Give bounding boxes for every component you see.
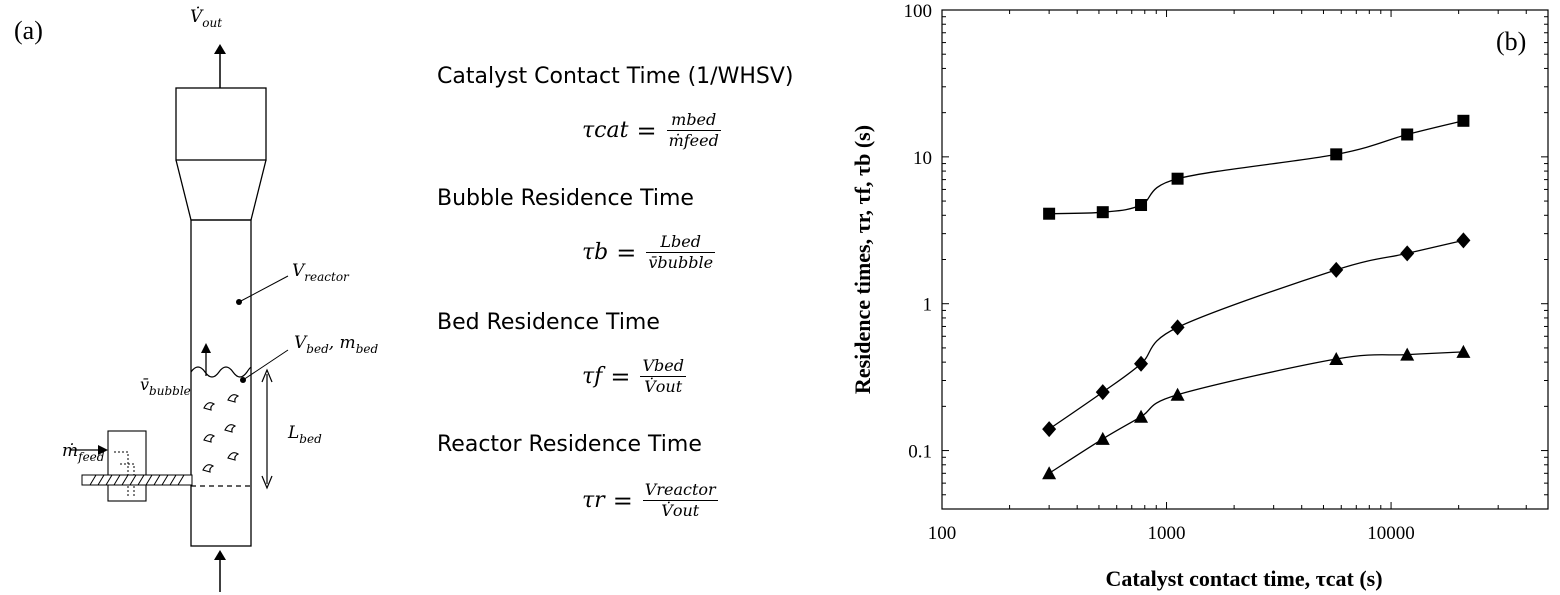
screw-feeder (81, 474, 193, 486)
eq-tau-f-num: Vbed (642, 356, 684, 375)
eq-tau-r: τr = Vreactor V̇out (582, 480, 718, 520)
eq-tau-b-lhs: τb (582, 240, 609, 265)
eq-tau-r-num: Vreactor (644, 480, 716, 499)
y-axis-label: Residence times, τr, τf, τb (s) (850, 125, 875, 394)
v-bubble-main: v̄ (140, 375, 149, 394)
data-point-square (1096, 206, 1109, 219)
eq-tau-cat-lhs: τcat (582, 118, 629, 143)
data-point-triangle (1170, 387, 1185, 401)
eq-tau-r-den: V̇out (661, 501, 700, 520)
eq-tau-cat-den: ṁfeed (668, 131, 719, 150)
y-tick-label: 10 (913, 148, 932, 169)
v-bed-label: Vbed, mbed (294, 333, 378, 356)
data-point-triangle (1329, 352, 1344, 366)
data-point-triangle (1456, 344, 1471, 358)
data-point-triangle (1134, 409, 1149, 423)
series-triangle-line (1048, 351, 1464, 474)
reactor-schematic: V̇out v̄bubble Vreactor Vbed, mbed Lbed (62, 7, 378, 592)
m-feed-label: ṁfeed (62, 441, 105, 464)
data-point-square (1401, 128, 1414, 141)
data-point-diamond (1170, 319, 1185, 336)
x-tick-label: 1000 (1148, 523, 1186, 544)
data-point-square (1043, 207, 1056, 220)
data-point-diamond (1329, 261, 1344, 278)
outlet-arrowhead (214, 44, 226, 54)
v-reactor-label: Vreactor (292, 261, 350, 284)
y-tick-label: 0.1 (908, 442, 932, 463)
bubbles (202, 394, 240, 473)
data-point-square (1457, 114, 1470, 127)
y-tick-label: 100 (904, 1, 933, 22)
v-reactor-leader (238, 275, 289, 303)
eq-tau-b: τb = Lbed v̄bubble (582, 232, 716, 272)
x-tick-label: 100 (928, 523, 957, 544)
eq-tau-f: τf = Vbed V̇out (582, 356, 686, 396)
eq-tau-f-den: V̇out (644, 377, 683, 396)
def-title-reactor: Reactor Residence Time (437, 432, 702, 457)
inlet-arrowhead (214, 550, 226, 560)
panel-a-label: (a) (14, 16, 43, 45)
feed-hopper (107, 430, 147, 502)
x-axis-label: Catalyst contact time, τcat (s) (1105, 566, 1382, 591)
panel-b-label: (b) (1496, 27, 1526, 56)
eq-tau-f-lhs: τf (582, 364, 603, 389)
v-out-label: V̇out (190, 7, 222, 30)
x-tick-label: 10000 (1367, 523, 1415, 544)
def-title-bubble: Bubble Residence Time (437, 186, 694, 211)
v-out-sub: out (202, 16, 222, 30)
v-bubble-label: v̄bubble (140, 375, 191, 398)
freeboard-section (175, 87, 267, 161)
reactor-column (190, 219, 252, 547)
def-title-catalyst: Catalyst Contact Time (1/WHSV) (437, 64, 794, 89)
y-tick-label: 1 (923, 295, 933, 316)
data-point-square (1171, 172, 1184, 185)
data-point-square (1330, 148, 1343, 161)
eq-tau-cat-num: mbed (671, 110, 717, 129)
eq-tau-r-lhs: τr (582, 488, 605, 513)
data-point-diamond (1456, 232, 1471, 249)
v-bubble-sub: bubble (149, 384, 191, 398)
plot-frame (941, 9, 1549, 510)
bed-surface (190, 366, 252, 378)
eq-tau-cat: τcat = mbed ṁfeed (582, 110, 721, 150)
axis-ticks: 100 1000 10000 0.1 1 10 100 (904, 1, 1549, 544)
def-title-bed: Bed Residence Time (437, 310, 660, 335)
data-point-diamond (1134, 355, 1149, 372)
v-reactor-sub: reactor (304, 270, 350, 284)
eq-tau-b-num: Lbed (660, 232, 701, 251)
data-point-diamond (1400, 245, 1415, 262)
v-reactor-main: V (292, 261, 306, 281)
reactor-taper (175, 159, 267, 221)
data-point-triangle (1042, 466, 1057, 480)
data-point-diamond (1042, 421, 1057, 438)
l-bed-label: Lbed (287, 423, 322, 446)
series-markers (1042, 114, 1471, 480)
data-point-diamond (1095, 384, 1110, 401)
series-curves (1048, 120, 1464, 474)
v-bed-leader (242, 349, 289, 381)
eq-tau-b-den: v̄bubble (648, 253, 714, 272)
series-diamond-line (1048, 239, 1464, 430)
v-out-main: V̇ (190, 7, 204, 27)
data-point-square (1135, 199, 1148, 212)
plot-area-border (941, 9, 1549, 510)
data-point-triangle (1400, 347, 1415, 361)
residence-time-chart: 100 1000 10000 0.1 1 10 100 (b) Catalyst conta… (850, 1, 1549, 591)
data-point-triangle (1095, 431, 1110, 445)
bubble-velocity-arrowhead (201, 343, 211, 353)
